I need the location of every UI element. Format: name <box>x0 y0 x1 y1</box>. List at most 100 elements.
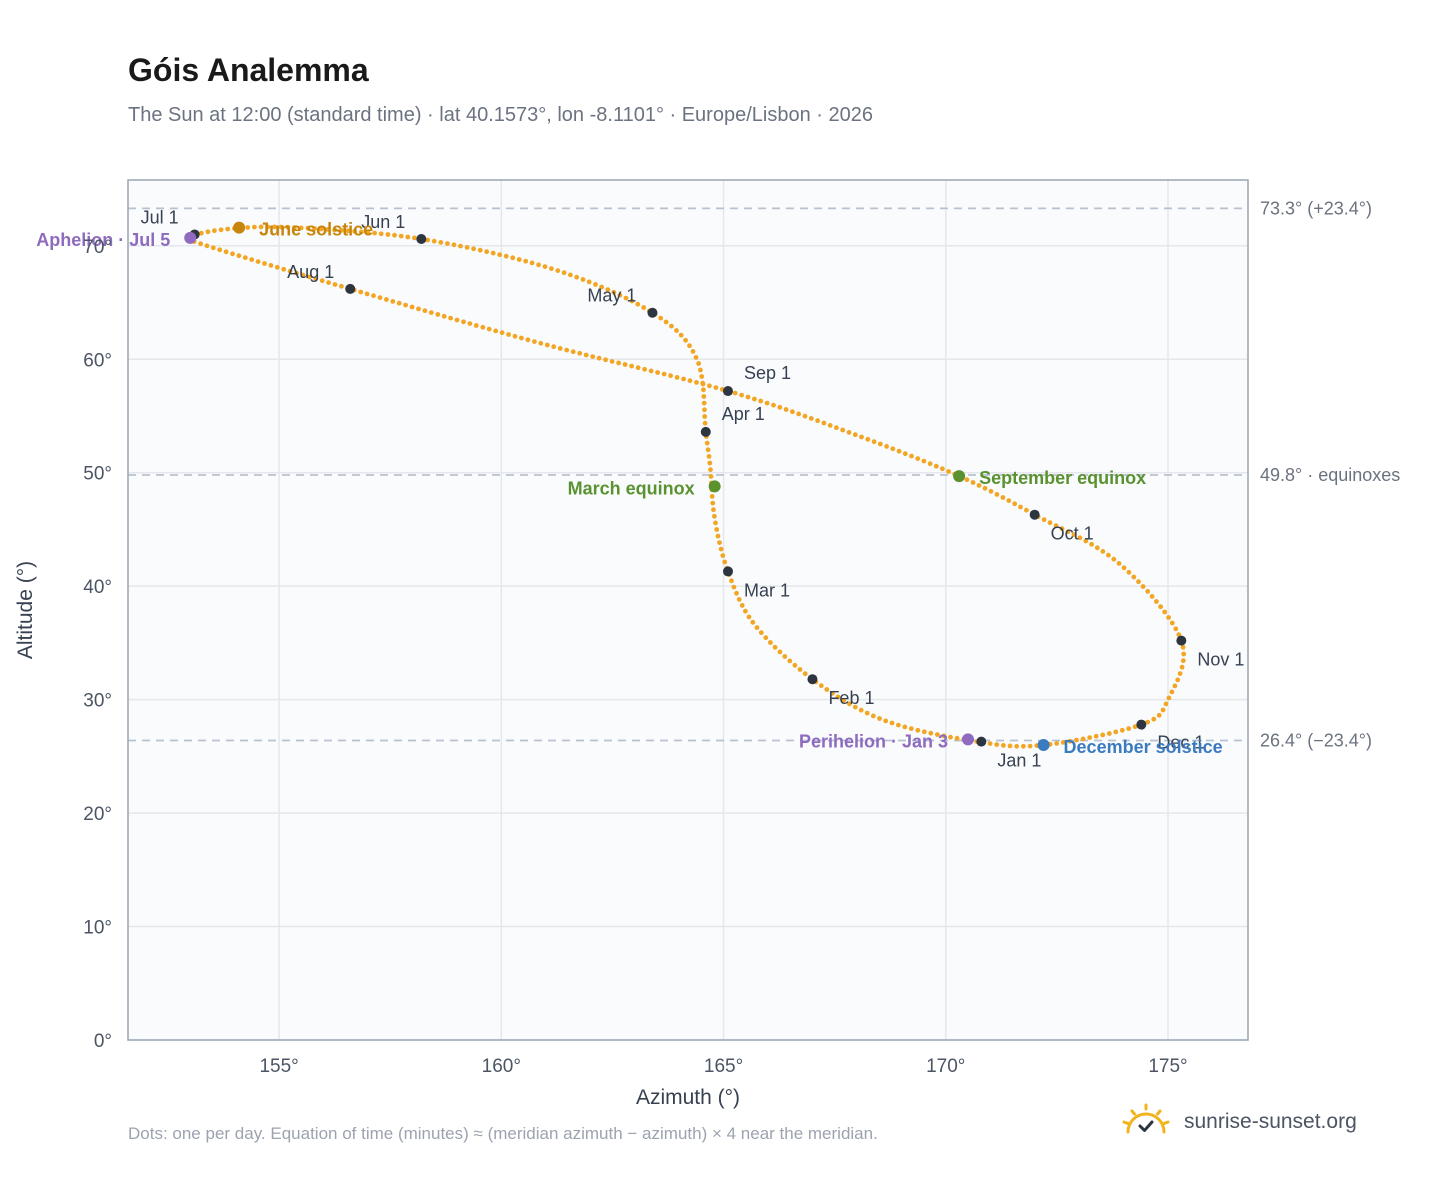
daily-dot <box>590 354 596 359</box>
daily-dot <box>538 340 544 346</box>
daily-dot <box>1111 556 1117 562</box>
daily-dot <box>1100 549 1106 554</box>
daily-dot <box>1116 561 1122 566</box>
daily-dot <box>847 701 852 707</box>
daily-dot <box>954 735 960 741</box>
daily-dot <box>1136 579 1141 585</box>
reference-line-label: 26.4° (−23.4°) <box>1260 730 1372 750</box>
y-tick-label: 50° <box>83 464 112 485</box>
daily-dot <box>1160 707 1166 713</box>
daily-dot <box>1131 574 1137 580</box>
daily-dot <box>699 374 705 379</box>
daily-dot <box>746 614 752 620</box>
daily-dot <box>497 252 503 258</box>
daily-dot <box>754 625 760 630</box>
daily-dot <box>583 352 589 358</box>
daily-dot <box>921 729 927 735</box>
daily-dot <box>1156 712 1162 718</box>
daily-dot <box>326 280 331 285</box>
daily-dot <box>1065 529 1071 535</box>
daily-dot <box>622 362 628 367</box>
daily-dot <box>371 293 376 299</box>
daily-dot <box>718 546 724 552</box>
daily-dot <box>252 224 257 230</box>
daily-dot <box>490 250 496 256</box>
daily-dot <box>764 400 770 406</box>
daily-dot <box>883 718 889 724</box>
daily-dot <box>1054 741 1060 746</box>
daily-dot <box>758 630 764 636</box>
daily-dot <box>596 355 602 361</box>
daily-dot <box>710 500 716 506</box>
daily-dot <box>1166 695 1172 701</box>
daily-dot <box>889 720 895 726</box>
daily-dot <box>307 274 312 280</box>
daily-dot <box>668 373 673 379</box>
x-axis-title: Azimuth (°) <box>636 1086 740 1109</box>
y-axis-title: Altitude (°) <box>14 561 37 659</box>
daily-dot <box>1145 719 1151 725</box>
daily-dot <box>787 658 793 664</box>
daily-dot <box>750 619 756 625</box>
daily-dot <box>458 243 463 249</box>
daily-dot <box>438 240 444 245</box>
daily-dot <box>198 241 204 247</box>
daily-dot <box>629 298 635 304</box>
daily-dot <box>877 716 882 721</box>
daily-dot <box>835 694 841 700</box>
daily-dot <box>790 409 795 415</box>
daily-dot <box>681 376 686 382</box>
daily-dot <box>480 324 486 330</box>
daily-dot <box>345 228 351 234</box>
event-marker-september-equinox <box>953 470 966 483</box>
daily-dot <box>325 227 331 232</box>
daily-dot <box>564 347 570 353</box>
daily-dot <box>435 312 441 317</box>
daily-dot <box>815 418 820 424</box>
daily-dot <box>555 268 561 273</box>
daily-dot <box>561 270 567 276</box>
daily-dot <box>976 483 982 488</box>
brand-link[interactable]: sunrise-sunset.org <box>1120 1102 1357 1142</box>
daily-dot <box>858 707 864 713</box>
reference-line-label: 49.8° · equinoxes <box>1260 465 1400 485</box>
daily-dot <box>1021 743 1026 749</box>
event-label-december-solstice: December solstice <box>1064 737 1223 757</box>
month-label: Jan 1 <box>997 751 1041 771</box>
daily-dot <box>1007 743 1013 749</box>
daily-dot <box>409 304 415 310</box>
daily-dot <box>1149 594 1155 599</box>
daily-dot <box>701 400 707 406</box>
month-label: Jun 1 <box>361 212 405 232</box>
daily-dot <box>877 441 883 447</box>
daily-dot <box>946 469 951 474</box>
daily-dot <box>412 235 417 241</box>
daily-dot <box>385 232 391 237</box>
brand-name: sunrise-sunset.org <box>1184 1110 1357 1133</box>
daily-dot <box>782 654 788 659</box>
daily-dot <box>1106 731 1112 736</box>
daily-dot <box>236 253 242 259</box>
daily-dot <box>970 480 976 485</box>
daily-dot <box>852 432 858 438</box>
daily-dot <box>1018 504 1023 510</box>
daily-dot <box>732 390 738 396</box>
daily-dot <box>274 264 280 270</box>
month-label: Feb 1 <box>828 688 874 708</box>
y-tick-label: 60° <box>83 350 112 371</box>
daily-dot <box>948 734 953 740</box>
daily-dot <box>1100 732 1106 738</box>
daily-dot <box>285 224 291 230</box>
daily-dot <box>940 466 945 472</box>
x-tick-label: 165° <box>704 1056 743 1077</box>
month-label: Oct 1 <box>1051 524 1094 544</box>
daily-dot <box>777 404 783 410</box>
daily-dot <box>384 297 389 302</box>
daily-dot <box>731 584 737 590</box>
daily-dot <box>372 230 377 236</box>
daily-dot <box>212 228 217 234</box>
y-tick-label: 70° <box>83 237 112 258</box>
daily-dot <box>255 259 261 264</box>
daily-dot <box>471 246 476 252</box>
